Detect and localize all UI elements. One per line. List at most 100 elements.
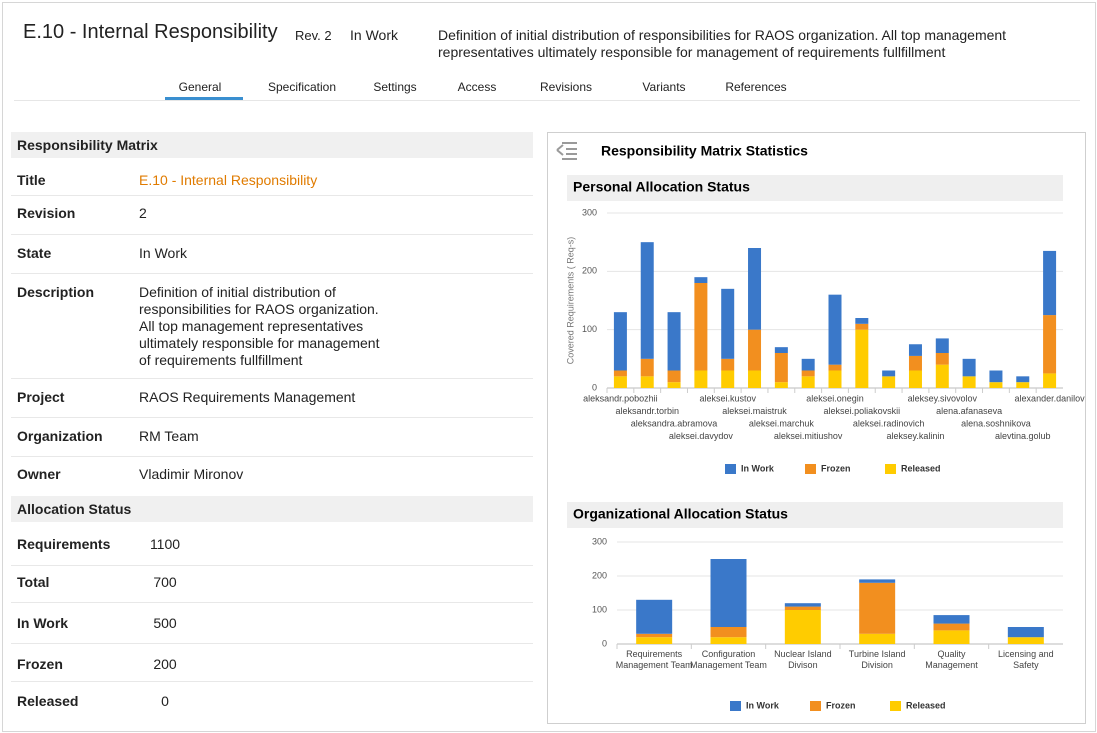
field-value: RAOS Requirements Management [139, 389, 356, 405]
legend-label: Released [906, 700, 946, 710]
bar-segment [1043, 250, 1057, 316]
field-label: Owner [17, 466, 61, 482]
x-tick-label: aleksey.sivovolov [908, 393, 978, 403]
row-divider [11, 643, 533, 644]
field-label: Description [17, 284, 95, 300]
legend-label: Frozen [821, 463, 851, 473]
menu-icon[interactable] [556, 142, 577, 160]
bar-segment [640, 358, 654, 377]
legend-label: Frozen [826, 700, 856, 710]
active-tab-underline [165, 97, 243, 100]
row-divider [11, 417, 533, 418]
tab[interactable]: General [178, 80, 222, 94]
x-tick-label: aleksey.kalinin [887, 431, 945, 441]
tab[interactable]: Variants [642, 80, 686, 94]
bar-segment [828, 364, 842, 371]
tab[interactable]: Revisions [539, 80, 593, 94]
bar-segment [1043, 373, 1057, 388]
tab[interactable]: Access [457, 80, 497, 94]
chart-title-bar [567, 502, 1063, 528]
x-tick-label: Requirements Management Team [615, 649, 693, 670]
bar-segment [908, 344, 922, 356]
bar-segment [694, 370, 708, 388]
bar-segment [636, 633, 673, 638]
x-tick-label: Licensing and Safety [998, 649, 1054, 670]
field-label: In Work [17, 615, 69, 631]
tab-divider [14, 100, 1080, 101]
record-description: Definition of initial distribution of re… [438, 27, 1007, 60]
legend-swatch [890, 701, 901, 711]
x-tick-label-box: Configuration Management Team [690, 649, 767, 670]
x-tick-label: aleksei.kustov [699, 393, 756, 403]
tab[interactable]: Settings [373, 80, 417, 94]
bar-segment [640, 376, 654, 388]
x-tick-label-box: Turbine Island Division [848, 649, 906, 670]
bar-segment [828, 294, 842, 365]
legend-swatch [730, 701, 741, 711]
legend-swatch [805, 464, 816, 474]
x-tick-label: aleksei.maistruk [722, 406, 787, 416]
bar-segment [667, 370, 681, 383]
bar-segment [667, 382, 681, 388]
x-tick-label: aleksei.onegin [806, 393, 864, 403]
section-heading: Allocation Status [11, 496, 533, 522]
x-tick-label: aleksei.mitiushov [774, 431, 843, 441]
x-tick-label: aleksandr.pobozhii [583, 393, 658, 403]
bar-segment [613, 370, 627, 377]
bar-segment [613, 312, 627, 371]
bar-segment [859, 582, 896, 634]
section-heading: Responsibility Matrix [11, 132, 533, 158]
x-tick-label: Quality Management [925, 649, 978, 670]
field-value: RM Team [139, 428, 199, 444]
y-axis-title: Covered Requirements ( Req-s) [565, 237, 575, 365]
bar-segment [1007, 627, 1044, 638]
x-tick-label: Turbine Island Division [848, 649, 906, 670]
bar-segment [933, 630, 970, 644]
y-tick-label: 300 [592, 536, 607, 546]
field-label: Frozen [17, 656, 63, 672]
x-tick-label: alena.soshnikova [961, 418, 1031, 428]
bar-segment [801, 376, 815, 388]
x-tick-label: Nuclear Island Divison [774, 649, 832, 670]
bar-segment [989, 382, 1003, 388]
bar-segment [962, 376, 976, 388]
bar-segment [774, 382, 788, 388]
field-label: Requirements [17, 536, 111, 552]
row-divider [11, 234, 533, 235]
field-value: 2 [139, 205, 147, 221]
field-value: 700 [153, 574, 177, 590]
bar-segment [1016, 376, 1030, 383]
y-tick-label: 0 [592, 382, 597, 392]
bar-segment [721, 358, 735, 371]
bar-segment [748, 370, 762, 388]
field-value: 0 [161, 693, 169, 709]
x-tick-label-box: Requirements Management Team [615, 649, 693, 670]
tab[interactable]: References [725, 80, 787, 94]
bar-segment [989, 370, 1003, 383]
bar-segment [710, 559, 747, 627]
field-label: Organization [17, 428, 103, 444]
revision: Rev. 2 [295, 28, 332, 43]
bar-segment [828, 370, 842, 388]
bar-segment [774, 347, 788, 353]
bar-segment [640, 242, 654, 359]
bar-segment [801, 358, 815, 371]
x-tick-label: alena.afanaseva [936, 406, 1002, 416]
field-label: Revision [17, 205, 76, 221]
field-link[interactable]: E.10 - Internal Responsibility [139, 172, 318, 188]
bar-segment [613, 376, 627, 388]
y-tick-label: 100 [582, 324, 597, 334]
legend-swatch [885, 464, 896, 474]
bar-segment [859, 579, 896, 583]
bar-segment [721, 370, 735, 388]
bar-segment [933, 623, 970, 631]
legend-label: In Work [741, 463, 775, 473]
field-value: Definition of initial distribution of re… [139, 284, 380, 368]
bar-segment [962, 358, 976, 377]
bar-segment [908, 355, 922, 371]
row-divider [11, 195, 533, 196]
tab[interactable]: Specification [267, 80, 337, 94]
legend-swatch [810, 701, 821, 711]
x-tick-label-box: Nuclear Island Divison [774, 649, 832, 670]
